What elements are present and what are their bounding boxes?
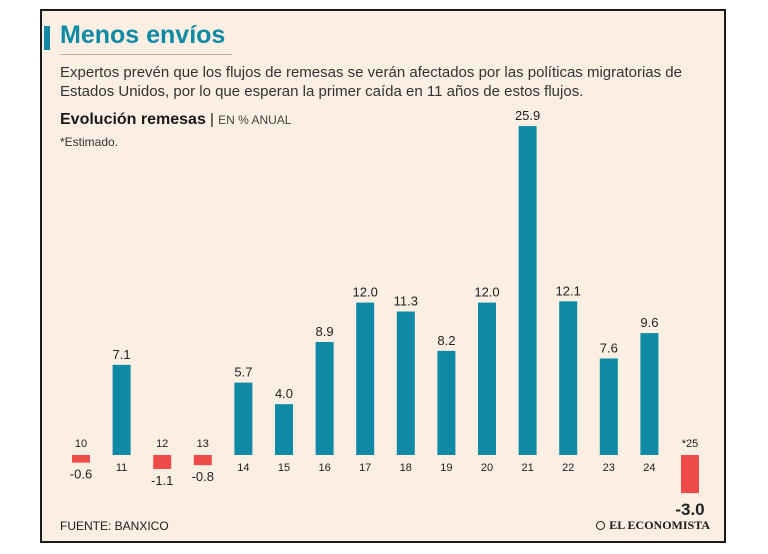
category-label: 16 [318,462,330,474]
category-label: 21 [521,462,533,474]
value-label: 9.6 [640,315,658,330]
bar-est-25 [681,455,699,494]
category-label: 18 [400,462,412,474]
bar-23 [599,358,618,455]
category-label: 19 [440,462,452,474]
category-label: 17 [359,462,371,474]
category-label: 23 [603,462,615,474]
chart-unit: EN % ANUAL [218,113,292,127]
bar-21 [518,126,537,455]
bar-12 [153,455,172,469]
bar-15 [275,404,293,455]
value-label: 11.3 [394,293,418,308]
estimate-note: *Estimado. [60,135,119,149]
value-label: 4.0 [275,386,293,401]
category-label: 10 [75,438,87,450]
bar-22 [559,301,578,455]
title-block: Menos envíos [44,21,232,55]
chart-title-separator: | [210,111,214,128]
bar-20 [478,302,496,455]
value-label: -1.1 [151,473,173,488]
value-label: 25.9 [515,108,540,123]
category-label: *25 [682,438,699,450]
subtitle: Expertos prevén que los flujos de remesa… [60,64,682,100]
value-label: -0.6 [70,467,92,482]
brand-name: EL ECONOMISTA [609,518,710,532]
chart-title: Evolución remesas [60,111,206,128]
category-label: 20 [481,462,493,474]
chart-heading: Evolución remesas | EN % ANUAL [60,111,291,129]
bar-13 [193,455,212,466]
value-label: 7.6 [600,340,618,355]
bar-18 [396,311,415,455]
category-label: 15 [278,462,290,474]
title-accent-bar [44,26,50,50]
category-label: 11 [116,462,127,474]
bar-24 [640,333,659,455]
value-label: 12.1 [556,283,581,298]
value-label: -3.0 [675,500,704,519]
bar-16 [315,341,334,455]
value-label: 7.1 [113,347,131,362]
bar-11 [112,364,131,455]
value-label: 5.7 [234,365,252,380]
category-label: 24 [643,462,655,474]
source-text: FUENTE: BANXICO [60,519,169,533]
brand-mark-icon [596,521,606,530]
category-label: 13 [197,438,209,450]
chart-card: Menos envíos Expertos prevén que los flu… [40,9,726,543]
brand-logo: EL ECONOMISTA [596,518,710,533]
category-label: 14 [237,462,249,474]
bar-17 [356,302,375,455]
value-label: 12.0 [474,285,499,300]
value-label: -0.8 [192,469,214,484]
value-label: 12.0 [353,285,378,300]
value-label: 8.2 [437,333,455,348]
bar-19 [437,350,456,455]
value-label: 8.9 [316,324,334,339]
bar-10 [72,455,90,463]
page-title: Menos envíos [60,21,232,55]
bar-chart: -0.6 10 7.1 11 -1.1 12 -0.8 13 5.7 14 4.0 15 8.9 16 12… [70,108,705,519]
category-label: 12 [156,438,168,450]
bar-14 [234,382,253,455]
category-label: 22 [562,462,574,474]
